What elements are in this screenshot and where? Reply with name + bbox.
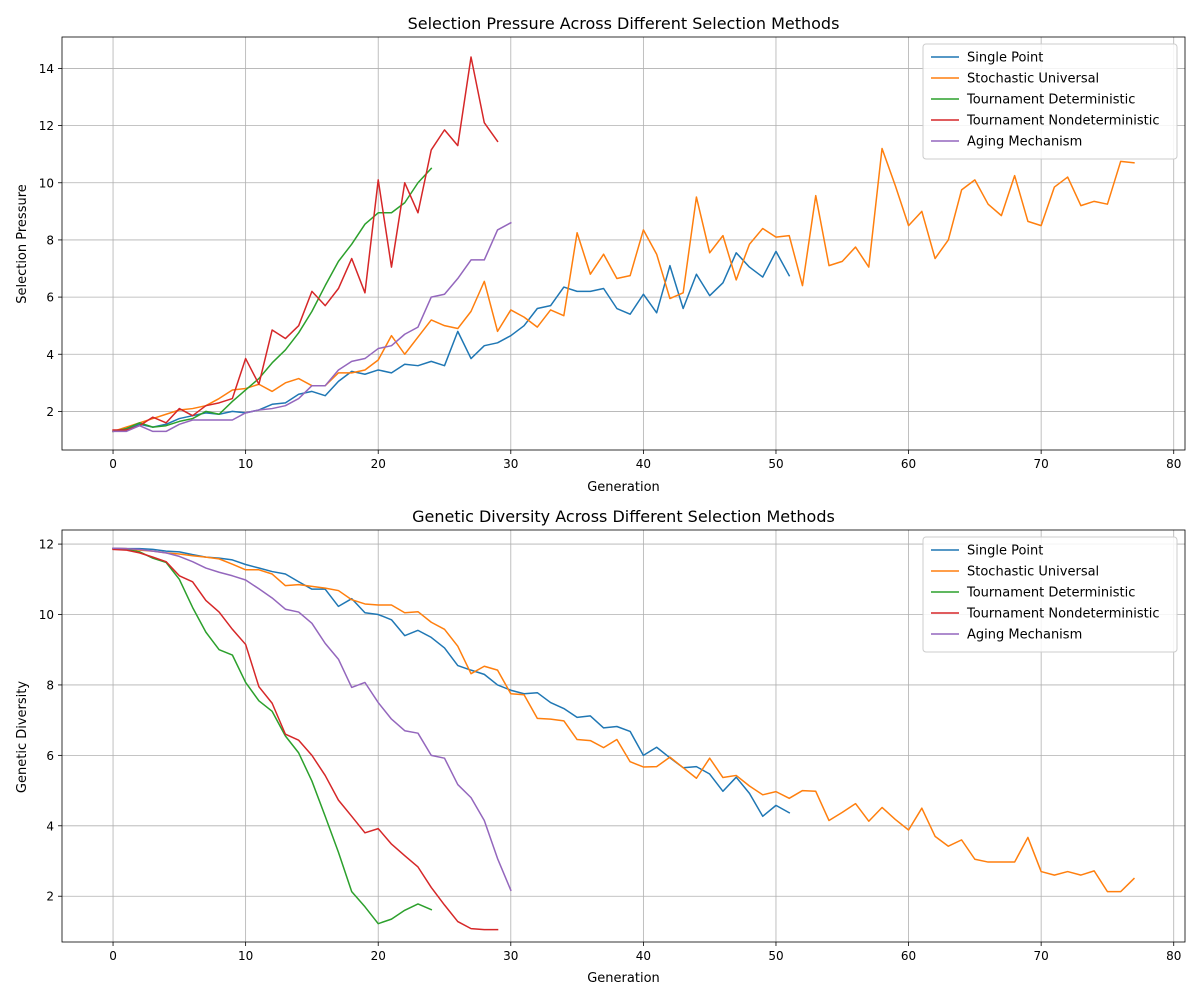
legend: Single Point Stochastic Universal Tourname… <box>922 43 1178 160</box>
y-tick-label: 12 <box>39 538 54 552</box>
series-line-tournament-deterministic <box>112 167 433 433</box>
x-tick-label: 30 <box>503 457 518 471</box>
y-tick-label: 10 <box>39 608 54 622</box>
legend-label: Tournament Deterministic <box>966 586 1135 601</box>
y-tick-label: 2 <box>46 890 54 904</box>
series-line-aging-mechanism <box>112 547 512 892</box>
legend: Single Point Stochastic Universal Tourname… <box>922 536 1178 653</box>
x-tick-label: 80 <box>1166 457 1181 471</box>
y-axis-label: Selection Pressure <box>15 184 30 304</box>
y-tick-label: 6 <box>46 291 54 305</box>
chart-title: Genetic Diversity Across Different Selec… <box>412 507 835 526</box>
x-tick-label: 60 <box>901 457 916 471</box>
legend-label: Tournament Nondeterministic <box>966 114 1160 129</box>
series-line-aging-mechanism <box>112 221 512 433</box>
x-tick-label: 20 <box>371 457 386 471</box>
legend-label: Single Point <box>967 51 1043 66</box>
x-axis-label: Generation <box>587 971 660 986</box>
y-tick-label: 8 <box>46 678 54 692</box>
y-axis-label: Genetic Diversity <box>15 681 30 793</box>
legend-label: Tournament Nondeterministic <box>966 607 1160 622</box>
y-tick-label: 10 <box>39 176 54 190</box>
y-tick-label: 6 <box>46 749 54 763</box>
x-tick-label: 0 <box>109 457 117 471</box>
x-axis-label: Generation <box>587 480 660 495</box>
legend-label: Single Point <box>967 544 1043 559</box>
legend-label: Aging Mechanism <box>967 628 1082 643</box>
y-tick-label: 4 <box>46 819 54 833</box>
series-line-tournament-nondeterministic <box>112 548 499 931</box>
y-tick-label: 2 <box>46 405 54 419</box>
x-tick-label: 50 <box>768 457 783 471</box>
legend-label: Tournament Deterministic <box>966 93 1135 108</box>
legend-label: Stochastic Universal <box>967 72 1099 87</box>
x-tick-label: 40 <box>636 949 651 963</box>
y-tick-label: 4 <box>46 348 54 362</box>
x-tick-label: 10 <box>238 457 253 471</box>
legend-box <box>922 43 1178 160</box>
y-tick-label: 12 <box>39 119 54 133</box>
x-tick-label: 70 <box>1034 457 1049 471</box>
series-line-single-point <box>112 250 791 433</box>
chart-title: Selection Pressure Across Different Sele… <box>408 14 840 33</box>
x-tick-label: 10 <box>238 949 253 963</box>
x-tick-label: 60 <box>901 949 916 963</box>
x-tick-label: 80 <box>1166 949 1181 963</box>
x-tick-label: 50 <box>768 949 783 963</box>
x-tick-label: 20 <box>371 949 386 963</box>
selection-pressure-chart: Selection Pressure Across Different Sele… <box>15 14 1186 495</box>
series-line-stochastic-universal <box>112 147 1135 433</box>
plot-frame <box>61 529 1186 943</box>
x-tick-label: 0 <box>109 949 117 963</box>
genetic-diversity-chart: Genetic Diversity Across Different Selec… <box>15 507 1186 986</box>
y-tick-label: 8 <box>46 233 54 247</box>
y-tick-label: 14 <box>39 62 54 76</box>
x-tick-label: 40 <box>636 457 651 471</box>
plot-frame <box>61 36 1186 451</box>
x-tick-label: 70 <box>1034 949 1049 963</box>
legend-label: Aging Mechanism <box>967 135 1082 150</box>
legend-label: Stochastic Universal <box>967 565 1099 580</box>
x-tick-label: 30 <box>503 949 518 963</box>
series-line-tournament-nondeterministic <box>112 56 499 431</box>
legend-box <box>922 536 1178 653</box>
series-line-stochastic-universal <box>112 547 1136 893</box>
